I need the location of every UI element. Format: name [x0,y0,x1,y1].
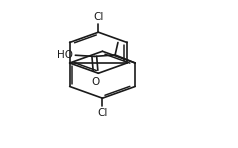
Text: Cl: Cl [93,12,104,22]
Text: Cl: Cl [97,108,108,118]
Text: O: O [91,77,99,87]
Text: HO: HO [57,50,74,60]
